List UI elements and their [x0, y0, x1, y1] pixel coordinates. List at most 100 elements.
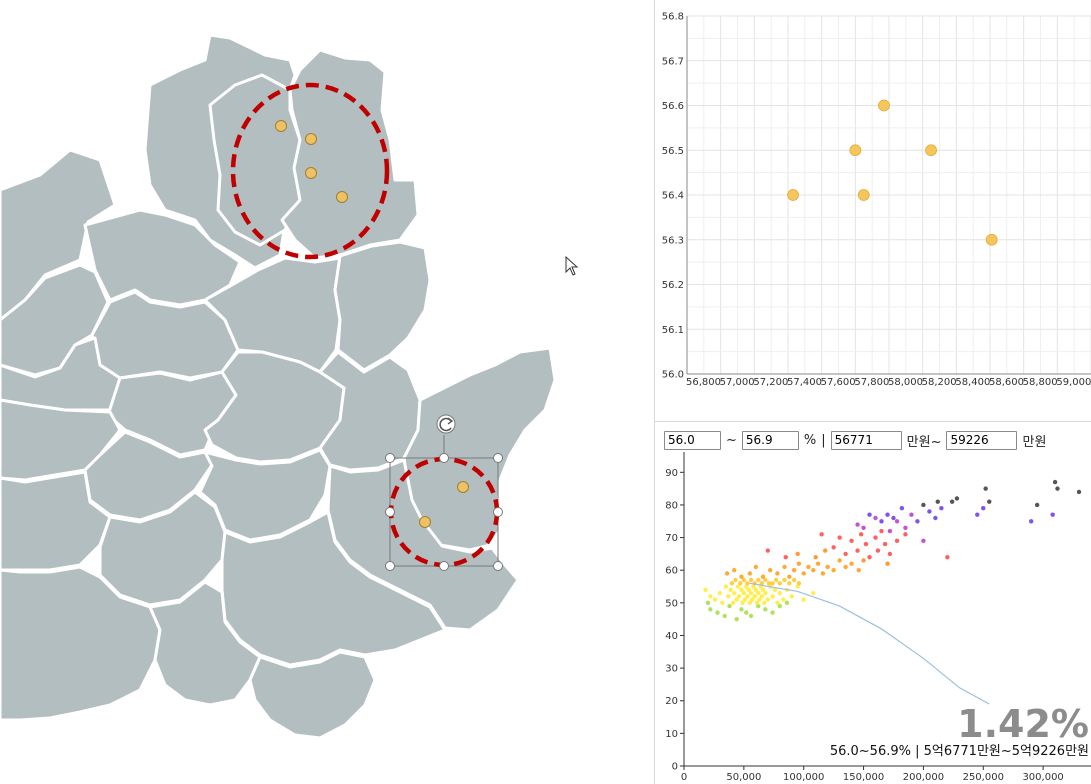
data-point: [843, 564, 848, 570]
data-point[interactable]: [878, 99, 890, 112]
data-point: [796, 561, 802, 566]
data-point: [753, 587, 759, 592]
resize-handle-top[interactable]: [439, 453, 449, 463]
data-point: [734, 616, 739, 622]
data-point: [801, 597, 806, 602]
y-tick-label: 70: [665, 533, 678, 544]
y-tick-label: 60: [665, 566, 678, 577]
y-tick-label: 20: [665, 696, 678, 707]
data-point: [875, 548, 881, 553]
resize-handle-right[interactable]: [493, 507, 503, 517]
pct-min-input[interactable]: [664, 430, 721, 450]
data-point: [983, 486, 988, 491]
data-point: [921, 502, 926, 508]
data-point: [831, 568, 836, 573]
data-point: [717, 590, 723, 596]
data-point: [729, 581, 735, 586]
rotate-handle-icon[interactable]: [436, 414, 456, 434]
y-tick-label: 80: [665, 500, 678, 511]
resize-handle-left[interactable]: [385, 507, 395, 517]
district-e: [333, 240, 432, 372]
data-point: [789, 594, 794, 599]
data-point: [831, 545, 836, 550]
data-point: [791, 577, 797, 583]
map-marker[interactable]: [419, 516, 431, 528]
x-tick-label: 250,000: [963, 772, 1004, 783]
map-marker[interactable]: [305, 133, 317, 145]
data-point: [759, 594, 765, 599]
price-min-unit: 만원~: [906, 434, 942, 450]
data-point: [745, 581, 750, 586]
map-marker[interactable]: [336, 191, 348, 203]
data-point: [733, 577, 738, 583]
data-point: [933, 515, 938, 521]
price-min-input[interactable]: [830, 430, 902, 450]
y-tick-label: 56.0: [662, 370, 684, 381]
highlight-ring-north: [230, 82, 390, 260]
data-point: [759, 581, 765, 586]
data-point: [873, 535, 878, 540]
data-point: [783, 554, 788, 560]
data-point: [767, 568, 773, 573]
district-shapes: [0, 33, 557, 740]
data-point: [734, 597, 739, 602]
top-scatter-chart: 56.0 56.1 56.2 56.3 56.4 56.5 56.6 56.7 56.8 56,8…: [662, 12, 1091, 388]
data-point: [752, 594, 757, 599]
data-point: [708, 594, 713, 599]
resize-handle-top-right[interactable]: [493, 453, 503, 463]
price-max-unit: 만원: [1022, 434, 1047, 450]
data-point[interactable]: [985, 233, 998, 246]
resize-handle-bottom-right[interactable]: [493, 561, 503, 571]
resize-handle-top-left[interactable]: [385, 453, 395, 463]
data-point: [703, 587, 708, 592]
map-marker[interactable]: [275, 120, 287, 132]
data-point: [887, 551, 893, 557]
x-tick-label: 58,200: [922, 377, 957, 388]
data-point: [855, 548, 860, 553]
data-point: [882, 541, 888, 547]
x-tick-label: 300,000: [1022, 772, 1063, 783]
data-point: [843, 551, 848, 557]
data-point: [903, 525, 908, 530]
data-point: [770, 610, 775, 615]
data-point: [909, 512, 914, 517]
data-point: [763, 590, 768, 596]
data-point: [861, 525, 866, 530]
data-point[interactable]: [849, 144, 862, 157]
mouse-cursor-icon: [565, 256, 579, 276]
data-point: [765, 548, 770, 553]
district-r: [248, 650, 377, 740]
data-point: [765, 597, 770, 602]
data-point: [935, 499, 940, 504]
data-point: [837, 535, 842, 540]
map-marker[interactable]: [457, 481, 469, 493]
data-point: [746, 587, 751, 592]
data-point: [724, 571, 730, 576]
data-point: [739, 607, 744, 612]
x-tick-label: 200,000: [903, 772, 944, 783]
resize-handle-bottom[interactable]: [439, 561, 449, 571]
price-max-input[interactable]: [946, 430, 1018, 450]
data-point: [760, 574, 766, 579]
data-point: [748, 590, 754, 596]
map-markers-north: [275, 120, 348, 203]
data-point: [756, 577, 761, 583]
tilde-separator: ~: [726, 432, 737, 448]
pct-max-input[interactable]: [741, 430, 799, 450]
x-tick-label: 100,000: [783, 772, 824, 783]
data-point: [763, 607, 768, 612]
x-tick-label: 56,800: [686, 377, 721, 388]
data-point[interactable]: [787, 189, 799, 201]
data-point: [1052, 479, 1058, 485]
data-point: [712, 597, 718, 602]
data-point: [887, 528, 893, 534]
resize-handle-bottom-left[interactable]: [385, 561, 395, 571]
data-point: [815, 561, 821, 566]
y-tick-label: 0: [672, 762, 678, 773]
y-tick-label: 56.8: [662, 12, 684, 23]
data-point[interactable]: [925, 144, 937, 157]
data-point: [949, 499, 955, 504]
map-marker[interactable]: [305, 167, 317, 179]
data-point[interactable]: [857, 189, 870, 201]
data-point: [741, 577, 747, 583]
